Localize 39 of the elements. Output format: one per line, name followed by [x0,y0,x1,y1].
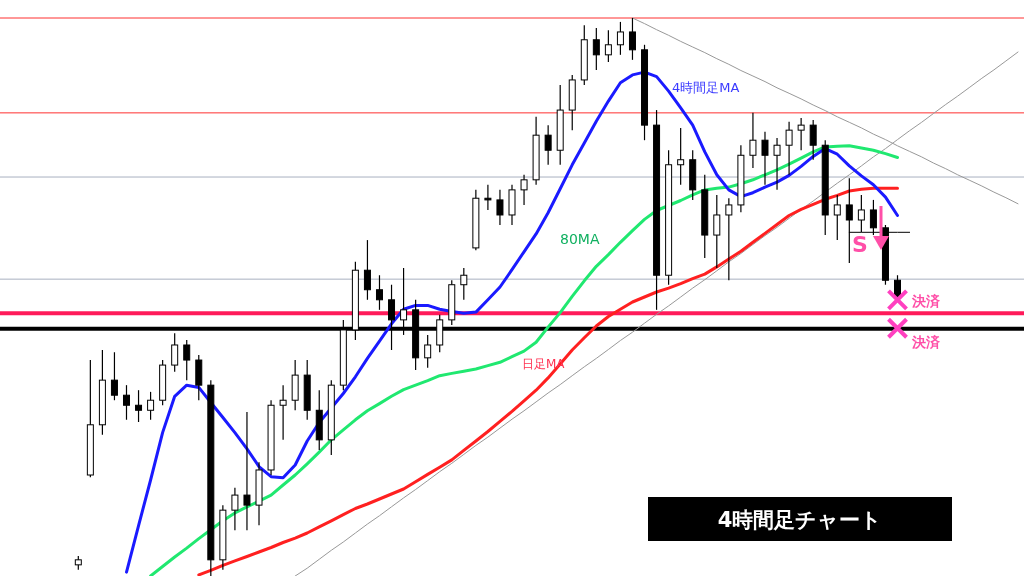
candlestick [725,197,733,281]
candlestick [171,332,179,373]
annotation: 4時間足MA [672,80,740,95]
candlestick [400,267,408,336]
candlestick [424,334,432,369]
candlestick [279,384,287,441]
candlestick [484,184,492,211]
candlestick [520,174,528,206]
candlestick [460,267,468,301]
candlestick [797,117,805,151]
candlestick [677,127,685,186]
candlestick [628,17,636,61]
candlestick [363,239,371,301]
candlestick [388,284,396,351]
candlestick [773,137,781,191]
candlestick [231,487,239,531]
candlestick [616,21,624,56]
candlestick [592,27,600,71]
annotation: 決済 [911,293,941,309]
candlestick [833,194,841,241]
title: 4時間足チャート [648,497,952,541]
candlestick [749,112,757,169]
candlestick [135,389,143,423]
candlestick [122,384,130,421]
candlestick [375,274,383,311]
candlestick [110,351,118,401]
candlestick [604,29,612,63]
candlestick [785,121,793,176]
annotation: S [852,232,868,257]
candlestick [809,119,817,161]
candlestick [183,339,191,381]
candlestick [544,124,552,166]
candlestick [243,411,251,531]
candlestick [496,189,504,226]
annotation: 80MA [560,231,600,247]
annotation: 決済 [911,334,941,350]
candlestick [713,194,721,269]
candlestick [147,391,155,421]
candlestick [761,131,769,186]
